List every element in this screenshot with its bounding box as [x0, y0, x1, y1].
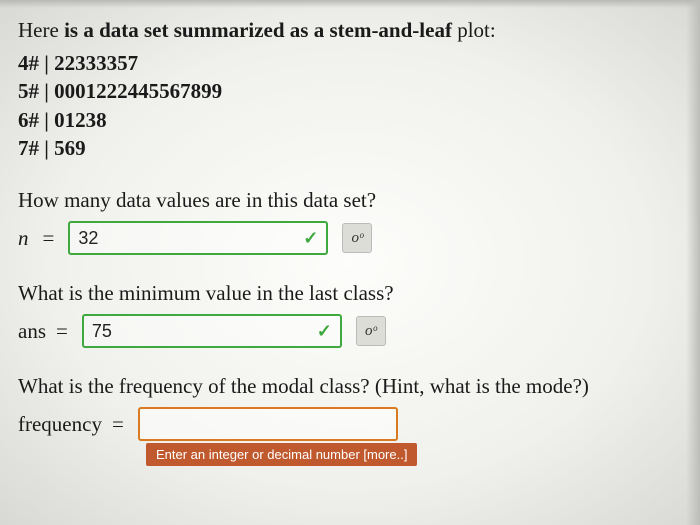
eq-sign: = [56, 319, 68, 344]
answer-input-3[interactable] [138, 407, 398, 441]
answer-input-1[interactable]: 32 ✓ [68, 221, 328, 255]
check-icon: ✓ [303, 228, 318, 249]
answer-line-2: ans = 75 ✓ oᵒ [18, 314, 688, 348]
stem-1: 5# [18, 79, 39, 103]
question-1: How many data values are in this data se… [18, 188, 688, 213]
stem-sep: | [39, 108, 54, 132]
eq-sign: = [112, 412, 124, 437]
intro-suffix: plot: [452, 18, 496, 42]
var-ans: ans [18, 319, 46, 344]
answer-value-1: 32 [78, 228, 303, 249]
leaves-2: 01238 [54, 108, 107, 132]
stem-sep: | [39, 79, 54, 103]
stem-row: 6# | 01238 [18, 106, 688, 134]
intro-bold: is a data set summarized as a stem-and-l… [64, 18, 452, 42]
question-3: What is the frequency of the modal class… [18, 374, 688, 399]
answer-line-1: n = 32 ✓ oᵒ [18, 221, 688, 255]
format-button[interactable]: oᵒ [356, 316, 386, 346]
stem-sep: | [39, 136, 54, 160]
var-frequency: frequency [18, 412, 102, 437]
answer-value-2: 75 [92, 321, 317, 342]
stem-2: 6# [18, 108, 39, 132]
answer-line-3: frequency = [18, 407, 688, 441]
format-button[interactable]: oᵒ [342, 223, 372, 253]
stem-row: 7# | 569 [18, 134, 688, 162]
leaves-3: 569 [54, 136, 86, 160]
intro-text: Here is a data set summarized as a stem-… [18, 18, 688, 43]
stem-0: 4# [18, 51, 39, 75]
intro-prefix: Here [18, 18, 64, 42]
var-n: n [18, 226, 29, 251]
answer-input-2[interactable]: 75 ✓ [82, 314, 342, 348]
stem-3: 7# [18, 136, 39, 160]
leaves-1: 0001222445567899 [54, 79, 222, 103]
question-2: What is the minimum value in the last cl… [18, 281, 688, 306]
stem-row: 5# | 0001222445567899 [18, 77, 688, 105]
eq-sign: = [43, 226, 55, 251]
check-icon: ✓ [317, 321, 332, 342]
hint-bar[interactable]: Enter an integer or decimal number [more… [146, 443, 417, 466]
stem-sep: | [39, 51, 54, 75]
stem-row: 4# | 22333357 [18, 49, 688, 77]
leaves-0: 22333357 [54, 51, 138, 75]
